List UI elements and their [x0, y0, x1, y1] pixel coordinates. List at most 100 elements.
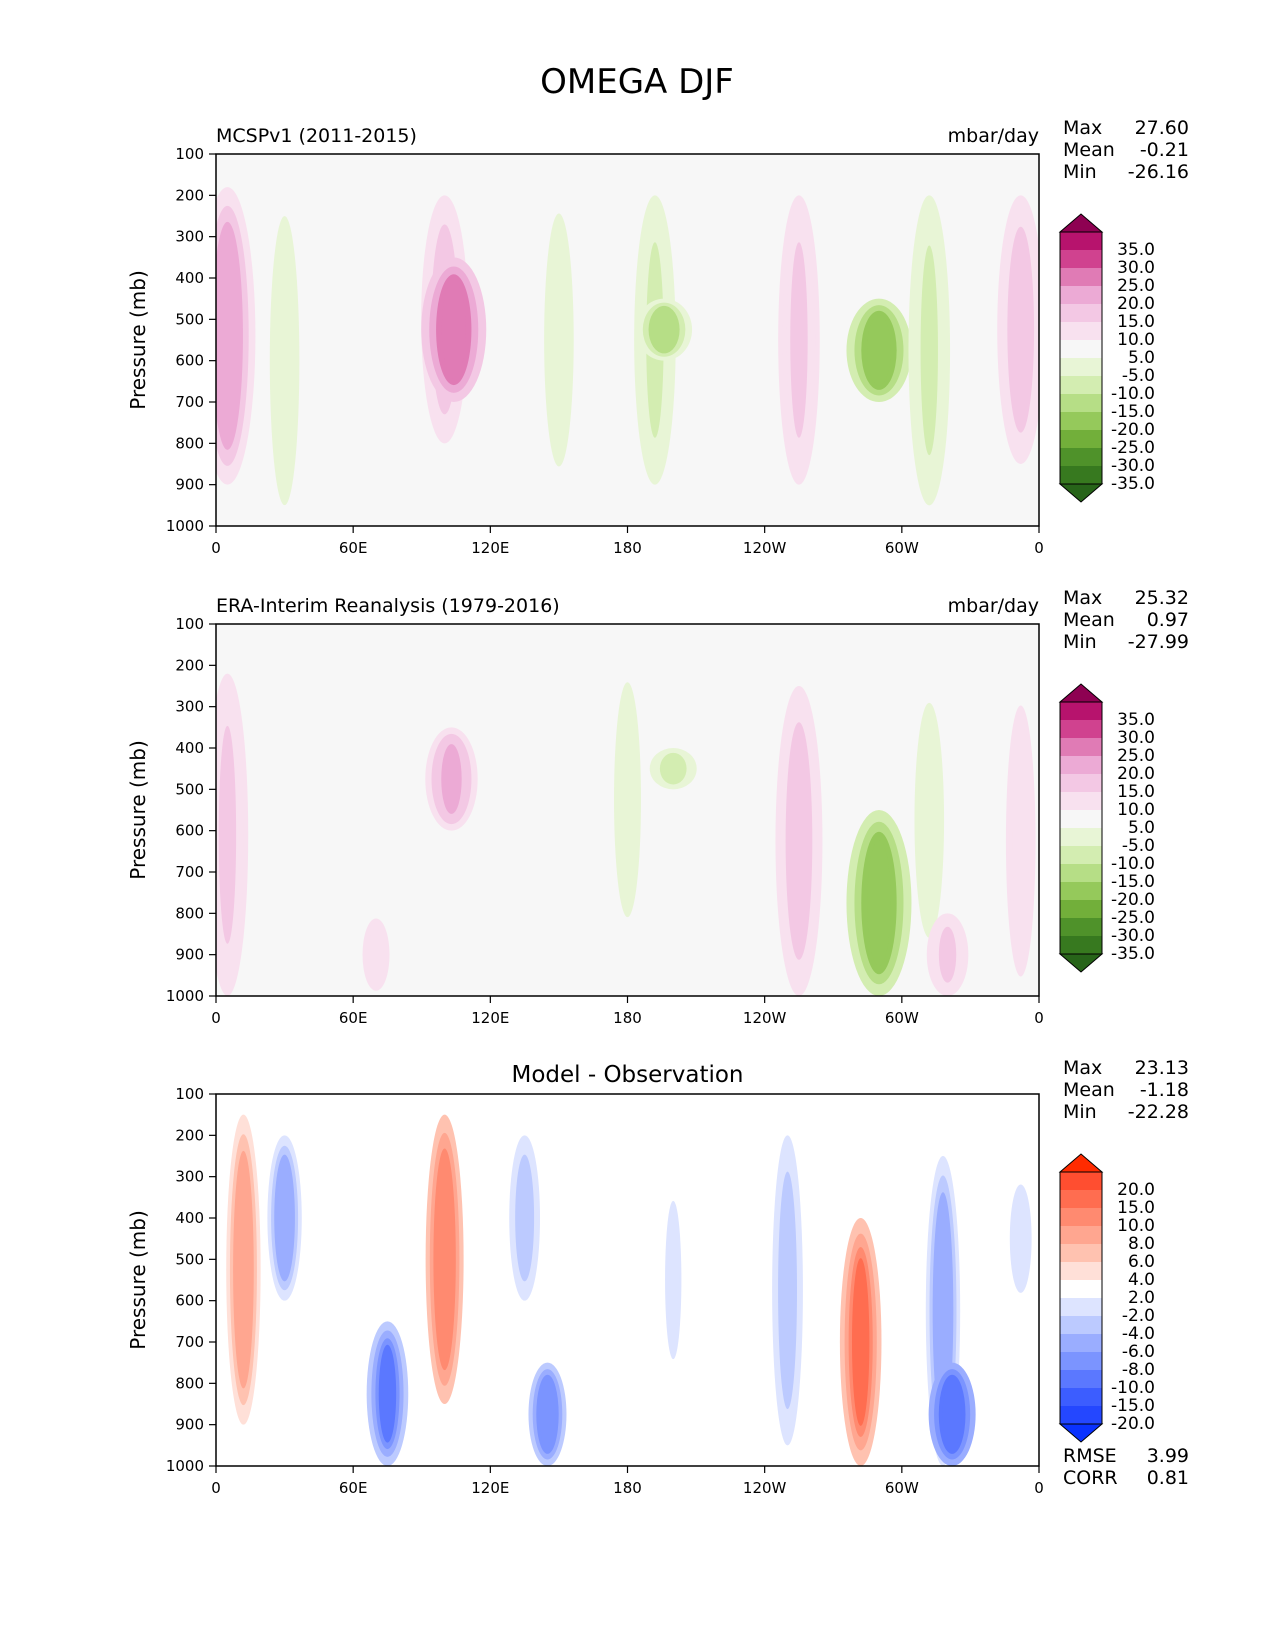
- colorbar-band: [1060, 720, 1102, 738]
- x-tick-label: 180: [613, 1009, 642, 1027]
- contour-feature: [1011, 238, 1031, 421]
- contour-feature: [866, 315, 891, 386]
- y-axis-label: Pressure (mb): [126, 740, 150, 880]
- colorbar-band: [1060, 286, 1102, 304]
- colorbar-label: -35.0: [1111, 944, 1155, 964]
- colorbar-label: -10.0: [1111, 1378, 1155, 1398]
- y-tick-label: 200: [175, 1126, 204, 1144]
- colorbar-label: -35.0: [1111, 474, 1155, 494]
- colorbar-extend-max: [1058, 683, 1104, 703]
- y-tick-label: 700: [175, 863, 204, 881]
- colorbar-band: [1060, 250, 1102, 268]
- colorbar-frame: [1059, 701, 1103, 955]
- colorbar-label: -8.0: [1122, 1360, 1155, 1380]
- colorbar-band: [1060, 1172, 1102, 1190]
- colorbar-label: 35.0: [1117, 710, 1155, 730]
- contour-feature: [663, 754, 683, 783]
- stat-value: -1.18: [1140, 1079, 1189, 1101]
- contour-feature: [921, 729, 938, 912]
- x-tick-label: 0: [1034, 1479, 1044, 1497]
- colorbar-band: [1060, 232, 1102, 250]
- y-tick-label: 500: [175, 310, 204, 328]
- contour-feature: [619, 708, 636, 891]
- colorbar-band: [1060, 1262, 1102, 1280]
- colorbar-label: 5.0: [1128, 818, 1155, 838]
- colorbar-band: [1060, 1190, 1102, 1208]
- colorbar-band: [1060, 412, 1102, 430]
- colorbar-label: -2.0: [1122, 1306, 1155, 1326]
- contour-feature: [368, 926, 384, 983]
- x-tick-label: 0: [1034, 1009, 1044, 1027]
- x-tick-label: 0: [211, 539, 221, 557]
- x-tick-label: 120W: [743, 539, 787, 557]
- y-tick-label: 700: [175, 393, 204, 411]
- colorbar-band: [1060, 448, 1102, 466]
- colorbar-band: [1060, 1244, 1102, 1262]
- colorbar-label: -6.0: [1122, 1342, 1155, 1362]
- x-tick-label: 120E: [471, 1479, 509, 1497]
- contour-feature: [235, 1164, 252, 1375]
- colorbar-extend-min: [1058, 953, 1104, 973]
- x-tick-label: 60W: [885, 1009, 919, 1027]
- x-tick-label: 0: [1034, 539, 1044, 557]
- contour-feature: [441, 280, 466, 379]
- panel-title: ERA-Interim Reanalysis (1979-2016): [216, 595, 560, 617]
- colorbar-label: 30.0: [1117, 728, 1155, 748]
- panel-title: MCSPv1 (2011-2015): [216, 125, 417, 147]
- contour-feature: [441, 744, 462, 814]
- x-tick-label: 120E: [471, 1009, 509, 1027]
- y-tick-label: 1000: [166, 987, 204, 1005]
- stat-label: Mean: [1063, 139, 1115, 161]
- colorbar-label: 15.0: [1117, 1198, 1155, 1218]
- x-tick-label: 0: [211, 1009, 221, 1027]
- stat-value: 27.60: [1135, 117, 1189, 139]
- colorbar-label: 15.0: [1117, 312, 1155, 332]
- colorbar-label: 6.0: [1128, 1252, 1155, 1272]
- colorbar-label: -30.0: [1111, 926, 1155, 946]
- stat-value: -22.28: [1128, 1101, 1189, 1123]
- colorbar-label: 10.0: [1117, 800, 1155, 820]
- stat-label: Min: [1063, 161, 1097, 183]
- contour-feature: [517, 1162, 532, 1274]
- y-tick-label: 700: [175, 1333, 204, 1351]
- colorbar-band: [1060, 846, 1102, 864]
- stat-label: Mean: [1063, 609, 1115, 631]
- colorbar-band: [1060, 936, 1102, 954]
- contour-feature: [218, 725, 237, 944]
- contour-feature: [780, 1185, 795, 1396]
- y-tick-label: 300: [175, 228, 204, 246]
- panel-1: 100 200 300 400 500 600 700 800 900 1000 0 60E 120E 1…: [126, 117, 1189, 557]
- stat-label: Max: [1063, 1057, 1102, 1079]
- x-tick-label: 60W: [885, 539, 919, 557]
- stat-value: 0.97: [1147, 609, 1189, 631]
- contour-feature: [216, 235, 239, 437]
- colorbar-label: -10.0: [1111, 854, 1155, 874]
- colorbar-label: 15.0: [1117, 782, 1155, 802]
- plot-background: [216, 1094, 1039, 1466]
- x-tick-label: 180: [613, 1479, 642, 1497]
- colorbar-label: 35.0: [1117, 240, 1155, 260]
- colorbar-band: [1060, 702, 1102, 720]
- stat-label: Max: [1063, 117, 1102, 139]
- colorbar-band: [1060, 1316, 1102, 1334]
- contour-feature: [935, 1206, 951, 1416]
- colorbar-label: -25.0: [1111, 438, 1155, 458]
- contour-feature: [436, 1161, 453, 1358]
- colorbar-label: 30.0: [1117, 258, 1155, 278]
- colorbar-band: [1060, 340, 1102, 358]
- panel-title: Model - Observation: [511, 1062, 743, 1088]
- colorbar-label: -20.0: [1111, 1414, 1155, 1434]
- colorbar-band: [1060, 900, 1102, 918]
- colorbar-label: 20.0: [1117, 294, 1155, 314]
- metric-label: CORR: [1063, 1467, 1118, 1489]
- contour-feature: [550, 242, 568, 438]
- stat-value: 23.13: [1135, 1057, 1189, 1079]
- units-label: mbar/day: [948, 125, 1039, 147]
- stat-label: Mean: [1063, 1079, 1115, 1101]
- y-tick-label: 500: [175, 1250, 204, 1268]
- contour-feature: [942, 1379, 962, 1450]
- units-label: mbar/day: [948, 595, 1039, 617]
- y-tick-label: 900: [175, 1416, 204, 1434]
- colorbar-label: 20.0: [1117, 764, 1155, 784]
- colorbar-label: -4.0: [1122, 1324, 1155, 1344]
